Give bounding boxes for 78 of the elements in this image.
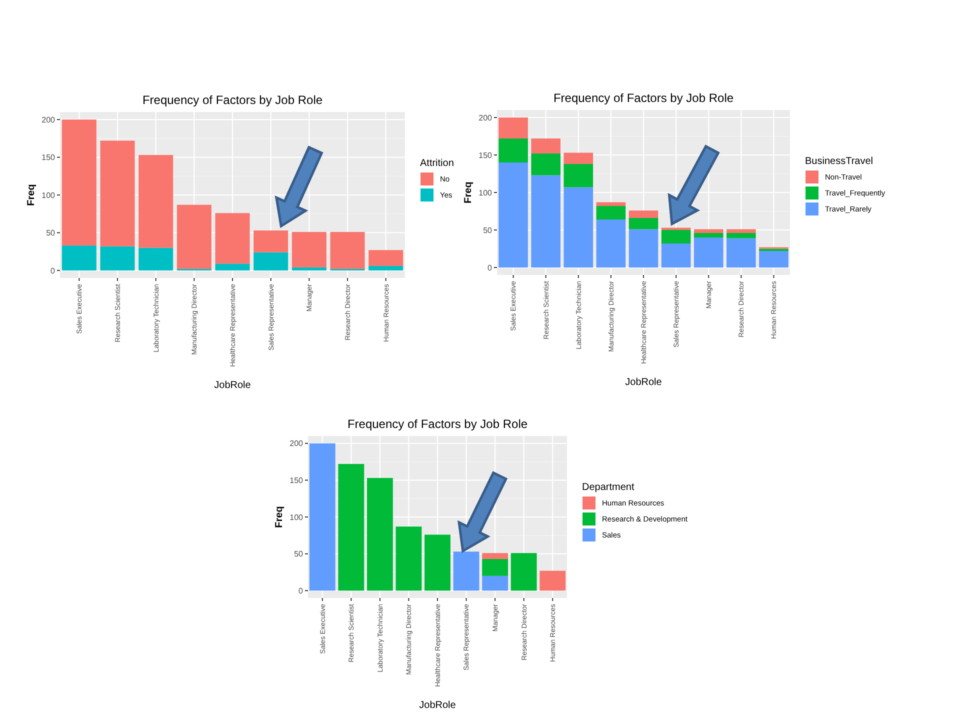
bar (215, 213, 250, 264)
bar (292, 267, 326, 270)
bar (564, 152, 594, 164)
bar (531, 138, 560, 154)
legend-title: Department (582, 482, 634, 493)
chart-title: Frequency of Factors by Job Role (142, 93, 323, 107)
chart-title: Frequency of Factors by Job Role (347, 417, 528, 431)
y-tick-label: 50 (483, 226, 493, 235)
y-tick-label: 50 (46, 228, 56, 238)
bar (482, 558, 508, 576)
y-axis-title: Freq (463, 182, 474, 204)
bar (531, 175, 560, 268)
y-tick-label: 100 (478, 188, 493, 198)
bar (628, 210, 658, 218)
x-axis-title: JobRole (419, 700, 456, 711)
bar (531, 154, 560, 176)
bar (292, 232, 326, 268)
bar (564, 164, 594, 188)
y-tick-label: 200 (42, 115, 56, 124)
bar (726, 233, 756, 238)
bar (726, 238, 756, 268)
x-axis-title: JobRole (214, 380, 252, 391)
y-tick-label: 100 (42, 190, 56, 200)
legend-title: Attrition (420, 158, 454, 169)
bar (254, 230, 288, 252)
y-tick-label: 150 (478, 150, 493, 160)
bar (498, 162, 528, 268)
bar (366, 478, 393, 591)
bar (330, 232, 365, 269)
bar (482, 553, 508, 559)
bar (564, 187, 594, 268)
bar (309, 443, 336, 591)
bar (759, 251, 788, 268)
legend-title: BusinessTravel (805, 156, 873, 167)
bar (694, 238, 724, 268)
y-tick-label: 50 (294, 550, 304, 559)
bar (596, 202, 626, 206)
bar (628, 229, 658, 268)
bar (596, 206, 626, 220)
bar (726, 229, 756, 233)
bar (176, 204, 212, 269)
bar (62, 120, 96, 246)
x-axis-title: JobRole (625, 377, 662, 388)
bar (661, 230, 691, 244)
bar (254, 252, 288, 270)
bar (138, 155, 174, 248)
bar (540, 570, 566, 591)
chart-title: Frequency of Factors by Job Role (553, 91, 734, 105)
bar (498, 138, 528, 162)
bar (628, 218, 658, 230)
bar (215, 264, 250, 270)
bar (694, 233, 724, 238)
bar (396, 526, 422, 591)
bar (100, 140, 135, 246)
y-tick-label: 0 (298, 586, 304, 596)
y-axis-title: Freq (274, 506, 285, 528)
y-tick-label: 0 (488, 263, 493, 272)
y-tick-label: 100 (290, 512, 304, 522)
bar (338, 464, 364, 591)
bar (482, 576, 508, 591)
bar (453, 552, 480, 591)
y-axis-title: Freq (26, 184, 37, 206)
bar (596, 220, 626, 268)
bar (100, 246, 135, 270)
y-tick-label: 150 (42, 153, 56, 162)
bar (424, 534, 450, 591)
bar (138, 248, 174, 270)
bar (694, 229, 724, 233)
y-tick-label: 200 (478, 113, 493, 122)
bar (62, 246, 96, 270)
bar (368, 266, 404, 270)
bar (661, 244, 691, 268)
bar (510, 553, 537, 591)
y-tick-label: 200 (290, 439, 304, 448)
y-tick-label: 150 (290, 476, 304, 485)
y-tick-label: 0 (50, 266, 56, 276)
bar (498, 118, 528, 138)
bar (368, 250, 404, 266)
